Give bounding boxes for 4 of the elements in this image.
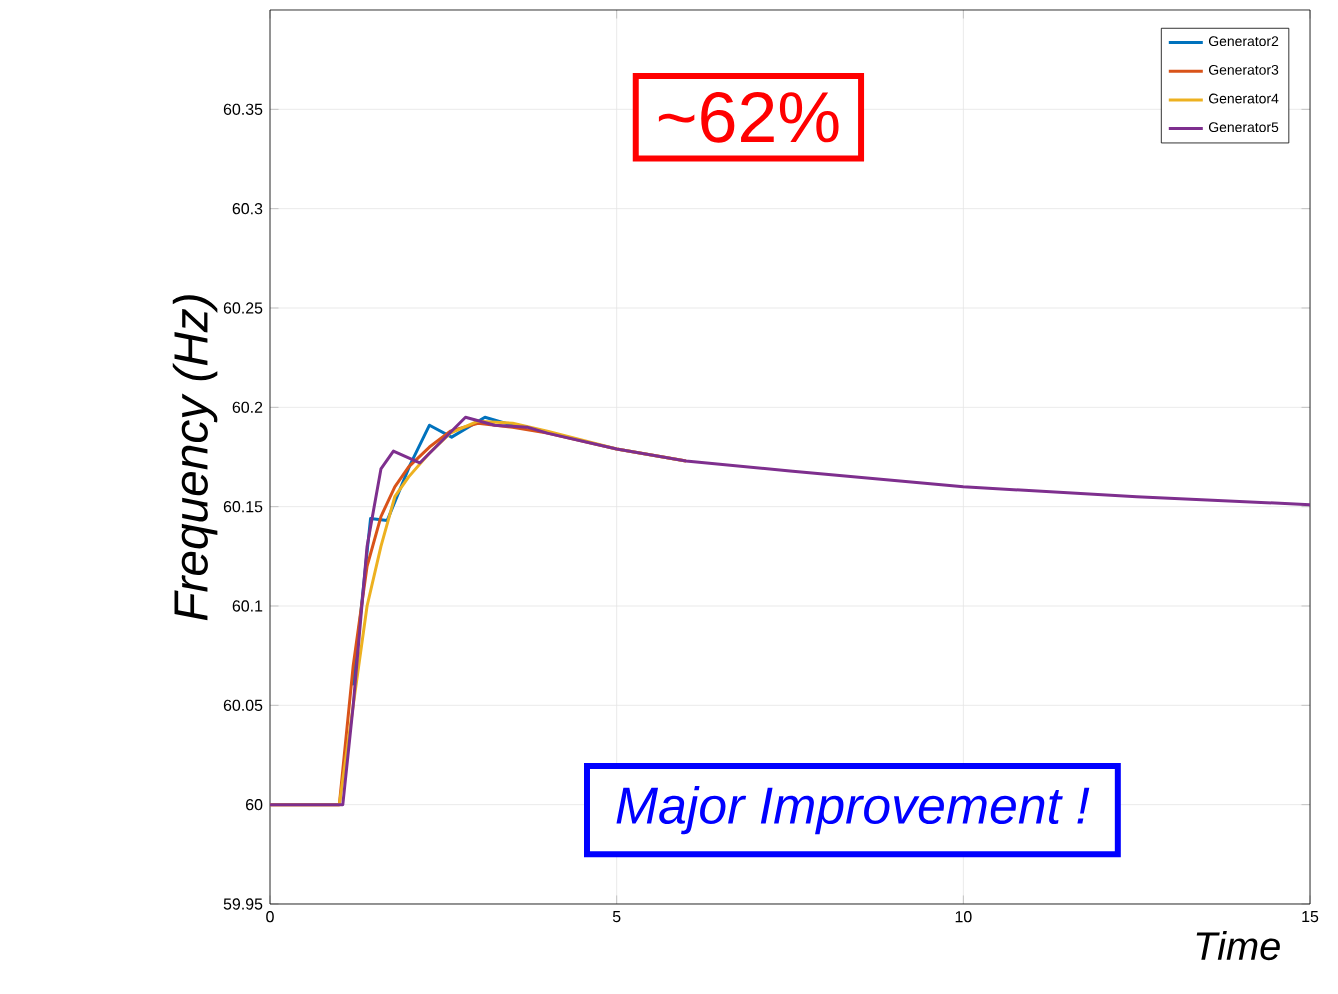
y-axis-title: Frequency (Hz)	[172, 295, 218, 621]
x-axis-title: Time	[1196, 930, 1280, 961]
annotation: ~62%	[658, 91, 839, 143]
annotation: Major Improvement !	[616, 785, 1090, 835]
